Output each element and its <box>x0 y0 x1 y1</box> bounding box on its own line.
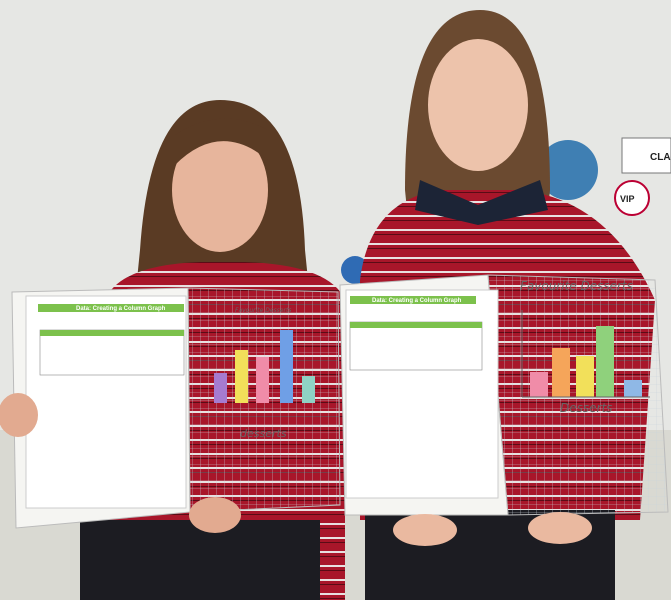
table-header <box>350 322 482 328</box>
axis-label: desserts <box>240 427 287 440</box>
drawn-bar <box>302 376 315 403</box>
drawn-bar <box>214 373 227 403</box>
worksheet-title: Data: Creating a Column Graph <box>372 298 462 304</box>
hand <box>528 512 592 544</box>
collar <box>415 180 548 225</box>
wall-poster <box>538 140 598 200</box>
drawn-bar <box>530 372 548 397</box>
face <box>428 39 528 171</box>
workbook: Data: Creating a Column Graph Favourite … <box>11 287 341 529</box>
drawn-bar <box>235 350 248 403</box>
table-header <box>40 330 184 336</box>
worksheet <box>25 295 187 509</box>
drawn-bar <box>576 356 594 397</box>
wall-badge <box>614 180 650 216</box>
axis-label: Desserts <box>560 401 612 415</box>
workbook: Data: Creating a Column Graph Favourite … <box>339 274 669 516</box>
sign-text: VIP <box>620 194 635 204</box>
wall-sign <box>621 137 671 174</box>
drawn-bar <box>552 348 570 397</box>
hand <box>0 393 38 437</box>
graph-title: Favourite Desserts <box>520 279 633 293</box>
hair <box>175 118 268 165</box>
graph-title: Favourite Desserts <box>235 307 291 314</box>
drawn-bar <box>280 330 293 403</box>
drawn-bar <box>596 326 614 397</box>
worksheet-banner <box>350 296 476 304</box>
hand <box>189 497 241 533</box>
worksheet <box>345 289 499 499</box>
skirt <box>80 520 320 600</box>
worksheet-banner <box>38 304 184 312</box>
worksheet-title: Data: Creating a Column Graph <box>76 306 166 312</box>
hand <box>393 514 457 546</box>
drawn-bar <box>624 380 642 397</box>
drawn-bar <box>256 357 269 403</box>
face <box>172 128 268 252</box>
sign-text: CLA <box>650 152 671 163</box>
